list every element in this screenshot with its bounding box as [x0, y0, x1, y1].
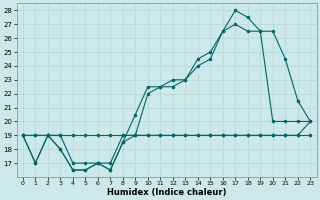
X-axis label: Humidex (Indice chaleur): Humidex (Indice chaleur) [107, 188, 226, 197]
